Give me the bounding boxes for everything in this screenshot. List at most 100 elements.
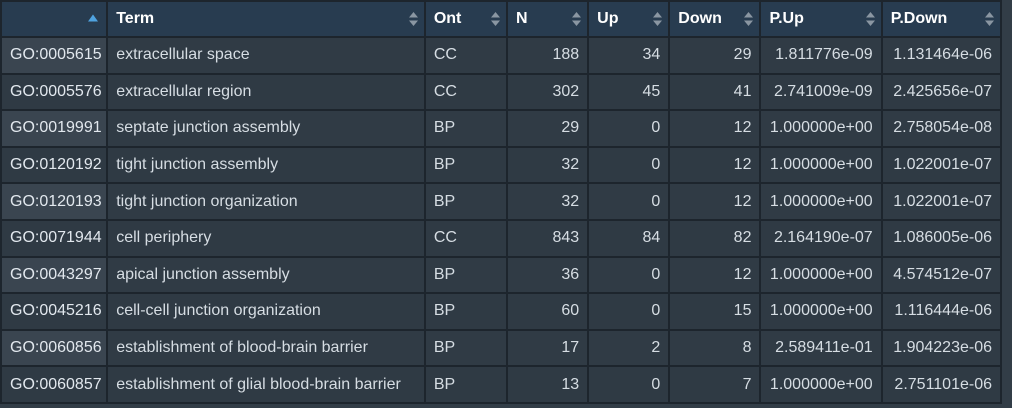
n-cell: 13 bbox=[505, 365, 590, 404]
term-cell: tight junction organization bbox=[106, 182, 426, 221]
term-cell: establishment of glial blood-brain barri… bbox=[106, 365, 426, 404]
up-cell: 0 bbox=[587, 292, 671, 331]
ont-cell: CC bbox=[423, 72, 508, 112]
table-row: GO:0005576 extracellular region CC 302 4… bbox=[0, 72, 1003, 112]
ont-cell: BP bbox=[423, 255, 508, 295]
ont-cell: BP bbox=[423, 109, 508, 148]
ont-cell: BP bbox=[423, 292, 508, 331]
p-down-cell: 4.574512e-07 bbox=[880, 255, 1003, 295]
up-cell: 0 bbox=[587, 182, 671, 221]
column-header-ont[interactable]: Ont bbox=[423, 0, 508, 38]
ont-cell: BP bbox=[423, 365, 508, 404]
term-cell: tight junction assembly bbox=[106, 145, 426, 185]
up-cell: 0 bbox=[587, 145, 671, 185]
p-up-cell: 2.741009e-09 bbox=[759, 72, 883, 112]
up-cell: 34 bbox=[587, 36, 671, 75]
p-up-cell: 1.000000e+00 bbox=[759, 145, 883, 185]
column-header-label: P.Up bbox=[769, 10, 804, 27]
term-cell: establishment of blood-brain barrier bbox=[106, 328, 426, 368]
sort-ascending-icon bbox=[88, 14, 99, 22]
column-header-term[interactable]: Term bbox=[106, 0, 426, 38]
table-row: GO:0071944 cell periphery CC 843 84 82 2… bbox=[0, 218, 1003, 258]
column-header-n[interactable]: N bbox=[505, 0, 590, 38]
row-name-cell: GO:0120192 bbox=[0, 145, 109, 185]
up-cell: 84 bbox=[587, 218, 671, 258]
row-name-cell: GO:0060856 bbox=[0, 328, 109, 368]
sort-icon bbox=[985, 12, 994, 26]
sort-icon bbox=[572, 12, 582, 26]
table-row: GO:0120193 tight junction organization B… bbox=[0, 182, 1003, 221]
row-name-cell: GO:0005615 bbox=[0, 36, 109, 75]
p-down-cell: 1.131464e-06 bbox=[880, 36, 1003, 75]
p-up-cell: 1.000000e+00 bbox=[759, 109, 883, 148]
column-header-up[interactable]: Up bbox=[587, 0, 671, 38]
p-up-cell: 1.000000e+00 bbox=[759, 255, 883, 295]
term-cell: cell-cell junction organization bbox=[106, 292, 426, 331]
ont-cell: BP bbox=[423, 182, 508, 221]
n-cell: 36 bbox=[505, 255, 590, 295]
ont-cell: BP bbox=[423, 145, 508, 185]
sort-icon bbox=[653, 12, 663, 26]
table-row: GO:0060856 establishment of blood-brain … bbox=[0, 328, 1003, 368]
p-down-cell: 1.022001e-07 bbox=[880, 145, 1003, 185]
n-cell: 29 bbox=[505, 109, 590, 148]
column-header-p-up[interactable]: P.Up bbox=[759, 0, 883, 38]
column-header-label: Ont bbox=[433, 10, 462, 27]
row-name-cell: GO:0071944 bbox=[0, 218, 109, 258]
n-cell: 302 bbox=[505, 72, 590, 112]
row-name-cell: GO:0043297 bbox=[0, 255, 109, 295]
table-header: Term Ont N Up bbox=[0, 0, 1003, 38]
n-cell: 188 bbox=[505, 36, 590, 75]
p-up-cell: 1.000000e+00 bbox=[759, 182, 883, 221]
p-down-cell: 1.904223e-06 bbox=[880, 328, 1003, 368]
sort-icon bbox=[408, 12, 418, 26]
down-cell: 12 bbox=[668, 255, 762, 295]
column-header-down[interactable]: Down bbox=[668, 0, 762, 38]
term-cell: extracellular space bbox=[106, 36, 426, 75]
n-cell: 60 bbox=[505, 292, 590, 331]
header-row: Term Ont N Up bbox=[0, 0, 1003, 38]
p-up-cell: 2.164190e-07 bbox=[759, 218, 883, 258]
n-cell: 32 bbox=[505, 182, 590, 221]
n-cell: 32 bbox=[505, 145, 590, 185]
n-cell: 843 bbox=[505, 218, 590, 258]
p-up-cell: 1.811776e-09 bbox=[759, 36, 883, 75]
down-cell: 82 bbox=[668, 218, 762, 258]
p-up-cell: 1.000000e+00 bbox=[759, 292, 883, 331]
term-cell: septate junction assembly bbox=[106, 109, 426, 148]
down-cell: 7 bbox=[668, 365, 762, 404]
down-cell: 12 bbox=[668, 145, 762, 185]
ont-cell: CC bbox=[423, 36, 508, 75]
row-name-cell: GO:0045216 bbox=[0, 292, 109, 331]
down-cell: 8 bbox=[668, 328, 762, 368]
down-cell: 41 bbox=[668, 72, 762, 112]
up-cell: 2 bbox=[587, 328, 671, 368]
table-row: GO:0060857 establishment of glial blood-… bbox=[0, 365, 1003, 404]
down-cell: 12 bbox=[668, 109, 762, 148]
p-down-cell: 1.022001e-07 bbox=[880, 182, 1003, 221]
down-cell: 15 bbox=[668, 292, 762, 331]
table-row: GO:0019991 septate junction assembly BP … bbox=[0, 109, 1003, 148]
p-up-cell: 1.000000e+00 bbox=[759, 365, 883, 404]
column-header-label: N bbox=[515, 10, 528, 27]
term-cell: apical junction assembly bbox=[106, 255, 426, 295]
column-header-label: Up bbox=[597, 10, 619, 27]
up-cell: 0 bbox=[587, 365, 671, 404]
term-cell: extracellular region bbox=[106, 72, 426, 112]
viewer-edge bbox=[1003, 0, 1012, 408]
sort-icon bbox=[744, 12, 754, 26]
column-header-rownames[interactable] bbox=[0, 0, 109, 38]
up-cell: 45 bbox=[587, 72, 671, 112]
table-row: GO:0045216 cell-cell junction organizati… bbox=[0, 292, 1003, 331]
ont-cell: BP bbox=[423, 328, 508, 368]
p-down-cell: 2.758054e-08 bbox=[880, 109, 1003, 148]
up-cell: 0 bbox=[587, 109, 671, 148]
down-cell: 12 bbox=[668, 182, 762, 221]
down-cell: 29 bbox=[668, 36, 762, 75]
term-cell: cell periphery bbox=[106, 218, 426, 258]
sort-icon bbox=[490, 12, 500, 26]
column-header-p-down[interactable]: P.Down bbox=[880, 0, 1003, 38]
table-row: GO:0120192 tight junction assembly BP 32… bbox=[0, 145, 1003, 185]
column-header-label: Down bbox=[678, 10, 722, 27]
